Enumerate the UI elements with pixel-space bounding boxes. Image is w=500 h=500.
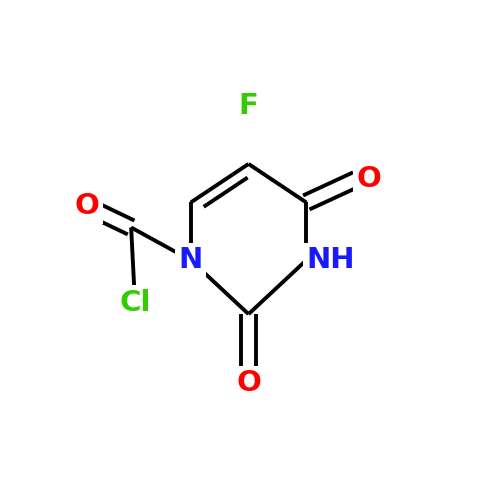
- Text: O: O: [356, 166, 381, 194]
- Text: Cl: Cl: [119, 288, 150, 316]
- Text: O: O: [74, 192, 100, 220]
- Text: NH: NH: [306, 246, 355, 274]
- Text: F: F: [238, 92, 258, 120]
- Text: N: N: [178, 246, 203, 274]
- Text: O: O: [236, 370, 261, 398]
